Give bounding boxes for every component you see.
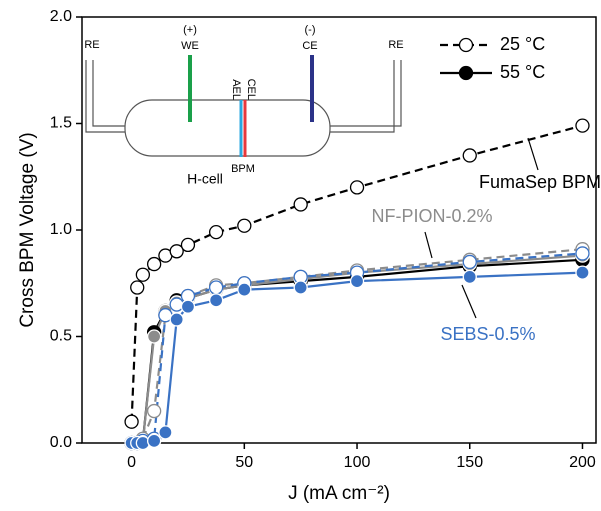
- data-point: [169, 244, 184, 259]
- inset-label: RE: [84, 39, 99, 51]
- data-point: [575, 118, 590, 133]
- inset-label: (-): [305, 24, 316, 36]
- y-tick-label: 0.0: [50, 434, 72, 451]
- data-point: [462, 269, 477, 285]
- y-tick-label: 1.5: [50, 115, 72, 132]
- data-point: [146, 329, 162, 344]
- series-line: [131, 271, 583, 445]
- h-cell-inset: RE (+) WE (-) CE RE AEL CEL BPM H-cell: [84, 24, 403, 187]
- annotation-leader: [424, 231, 433, 259]
- inset-label: WE: [181, 40, 199, 52]
- x-axis-label: J (mA cm⁻²): [288, 483, 390, 504]
- data-point: [124, 414, 139, 429]
- data-point: [146, 256, 162, 272]
- y-tick-label: 1.0: [50, 221, 72, 238]
- data-point: [146, 433, 162, 449]
- x-tick-label: 50: [235, 454, 253, 471]
- inset-label: CEL: [245, 79, 257, 100]
- inset-label: RE: [388, 39, 403, 51]
- data-point: [293, 197, 308, 212]
- data-point: [293, 280, 308, 295]
- inset-label: CE: [302, 40, 317, 52]
- series-annotation: FumaSep BPM: [479, 172, 601, 192]
- series-annotation: NF-PION-0.2%: [371, 206, 492, 226]
- data-point: [208, 293, 224, 308]
- data-point: [575, 265, 590, 280]
- data-point: [158, 425, 173, 440]
- data-point: [169, 312, 184, 327]
- reference-tube-right: [330, 60, 402, 133]
- data-point: [135, 267, 151, 282]
- data-point: [349, 273, 365, 289]
- data-point: [462, 148, 477, 163]
- legend-label: 55 °C: [500, 62, 545, 82]
- inset-label: BPM: [231, 163, 255, 175]
- y-tick-label: 2.0: [50, 8, 72, 25]
- x-tick-label: 0: [127, 454, 136, 471]
- x-tick-label: 100: [344, 454, 371, 471]
- reference-tube-left: [85, 60, 125, 133]
- annotation-leader: [527, 137, 539, 171]
- inset-label: (+): [183, 24, 197, 36]
- y-axis-label: Cross BPM Voltage (V): [17, 132, 38, 327]
- legend-marker: [458, 65, 474, 81]
- inset-label: AEL: [230, 79, 242, 100]
- data-point: [237, 218, 252, 233]
- data-point: [180, 237, 196, 253]
- data-point: [180, 299, 196, 314]
- data-point: [208, 224, 224, 240]
- data-point: [462, 254, 477, 270]
- cell-body: [124, 99, 331, 157]
- x-tick-label: 200: [569, 454, 596, 471]
- data-point: [208, 280, 224, 295]
- legend-label: 25 °C: [500, 34, 545, 54]
- legend-marker: [458, 37, 474, 53]
- data-point: [575, 246, 590, 261]
- data-point: [237, 282, 252, 297]
- series-annotation: SEBS-0.5%: [440, 324, 535, 344]
- data-point: [130, 280, 145, 295]
- annotation-leader: [461, 284, 477, 319]
- inset-title: H-cell: [187, 171, 223, 187]
- data-point: [146, 403, 162, 419]
- x-tick-label: 150: [456, 454, 483, 471]
- data-point: [349, 180, 365, 195]
- y-tick-label: 0.5: [50, 328, 72, 345]
